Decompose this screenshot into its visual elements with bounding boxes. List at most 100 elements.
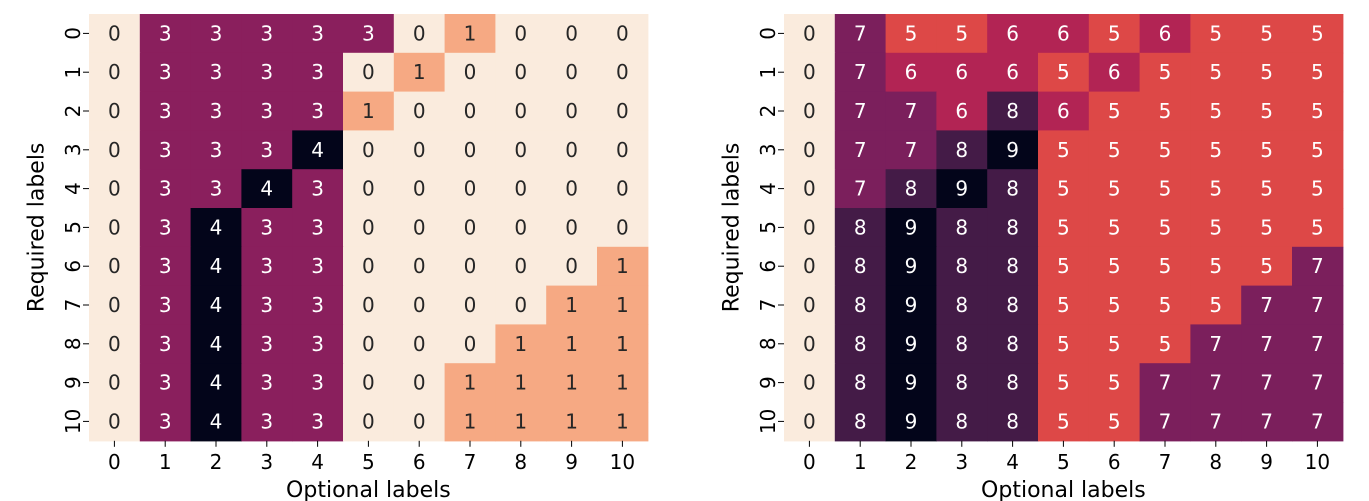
heatmap-cell — [784, 169, 836, 209]
heatmap-cell — [1088, 402, 1141, 442]
heatmap-cell — [987, 14, 1039, 54]
heatmap-cell — [1038, 169, 1090, 209]
cell-value-label: 8 — [955, 138, 968, 162]
heatmap-cell — [393, 324, 446, 364]
heatmap-cell — [1139, 402, 1191, 442]
heatmap-cell — [241, 130, 293, 170]
heatmap-cell — [834, 285, 887, 325]
cell-value-label: 3 — [311, 60, 324, 84]
cell-value-label: 0 — [362, 409, 375, 433]
heatmap-cell — [139, 208, 192, 248]
cell-value-label: 7 — [1159, 409, 1172, 433]
cell-value-label: 0 — [413, 215, 426, 239]
heatmap-cell — [885, 324, 937, 364]
cell-value-label: 0 — [362, 138, 375, 162]
cell-value-label: 5 — [1057, 215, 1070, 239]
cell-value-label: 1 — [464, 371, 477, 395]
x-tick-label: 5 — [1057, 450, 1070, 474]
cell-value-label: 3 — [210, 60, 223, 84]
cell-value-label: 0 — [803, 177, 816, 201]
heatmap-cell — [190, 14, 242, 54]
heatmap-cell — [190, 324, 242, 364]
cell-value-label: 0 — [565, 254, 578, 278]
cell-value-label: 5 — [1057, 409, 1070, 433]
y-tick-label: 5 — [756, 221, 780, 234]
heatmap-cell — [1088, 52, 1141, 93]
heatmap-cell — [343, 14, 395, 54]
cell-value-label: 3 — [260, 99, 273, 123]
y-tick-label: 6 — [61, 260, 85, 273]
heatmap-cell — [139, 285, 192, 325]
heatmap-cell — [241, 14, 293, 54]
heatmap-cell — [1038, 208, 1090, 248]
cell-value-label: 0 — [108, 60, 121, 84]
cell-value-label: 7 — [854, 177, 867, 201]
heatmap-cell — [1139, 285, 1191, 325]
heatmap-cell — [936, 363, 988, 403]
heatmap-cell — [393, 285, 446, 325]
heatmap-cell — [1241, 363, 1293, 403]
cell-value-label: 0 — [803, 254, 816, 278]
cell-value-label: 8 — [955, 371, 968, 395]
cell-value-label: 0 — [464, 177, 477, 201]
cell-value-label: 0 — [464, 293, 477, 317]
cell-value-label: 7 — [1260, 332, 1273, 356]
heatmap-cell — [1241, 402, 1293, 442]
heatmap-cell — [784, 91, 836, 131]
heatmap-cell — [343, 52, 395, 93]
heatmap-cell — [343, 169, 395, 209]
cell-value-label: 5 — [1260, 21, 1273, 45]
cell-value-label: 0 — [413, 254, 426, 278]
cell-value-label: 5 — [1057, 177, 1070, 201]
heatmap-cell — [1139, 208, 1191, 248]
heatmap-cell — [1241, 91, 1293, 131]
cell-value-label: 3 — [260, 371, 273, 395]
heatmap-cell — [444, 285, 496, 325]
heatmap-cell — [393, 402, 446, 442]
cell-value-label: 3 — [210, 138, 223, 162]
cell-value-label: 7 — [905, 99, 918, 123]
cell-value-label: 9 — [905, 409, 918, 433]
cell-value-label: 0 — [108, 293, 121, 317]
heatmap-cell — [546, 402, 598, 442]
cell-value-label: 0 — [514, 293, 527, 317]
cell-value-label: 0 — [803, 99, 816, 123]
y-tick-label: 2 — [756, 105, 780, 118]
cell-value-label: 0 — [413, 332, 426, 356]
heatmap-cell — [495, 246, 547, 287]
cell-value-label: 0 — [108, 215, 121, 239]
cell-value-label: 5 — [955, 21, 968, 45]
cell-value-label: 5 — [1209, 215, 1222, 239]
cell-value-label: 8 — [905, 177, 918, 201]
heatmap-cell — [1241, 324, 1293, 364]
heatmap-cell — [241, 208, 293, 248]
heatmap-cell — [597, 169, 649, 209]
cell-value-label: 0 — [803, 215, 816, 239]
heatmap-cell — [89, 363, 141, 403]
heatmap-cell — [393, 169, 446, 209]
heatmap-cell — [1038, 246, 1090, 287]
cell-value-label: 0 — [565, 60, 578, 84]
heatmap-cell — [1292, 402, 1344, 442]
heatmap-cell — [936, 285, 988, 325]
cell-value-label: 3 — [362, 21, 375, 45]
x-tick-label: 2 — [210, 450, 223, 474]
heatmap-cell — [936, 14, 988, 54]
cell-value-label: 7 — [1311, 293, 1324, 317]
cell-value-label: 5 — [1057, 293, 1070, 317]
cell-value-label: 3 — [260, 215, 273, 239]
heatmap-cell — [1292, 246, 1344, 287]
heatmap-cell — [987, 324, 1039, 364]
heatmap-cell — [241, 246, 293, 287]
heatmap-cell — [343, 285, 395, 325]
x-tick-label: 9 — [1260, 450, 1273, 474]
cell-value-label: 1 — [514, 332, 527, 356]
cell-value-label: 5 — [1108, 409, 1121, 433]
heatmap-cell — [834, 169, 887, 209]
cell-value-label: 3 — [210, 21, 223, 45]
heatmap-cell — [1088, 324, 1141, 364]
cell-value-label: 0 — [108, 21, 121, 45]
cell-value-label: 6 — [1159, 21, 1172, 45]
heatmap-cell — [936, 402, 988, 442]
heatmap-cell — [393, 14, 446, 54]
